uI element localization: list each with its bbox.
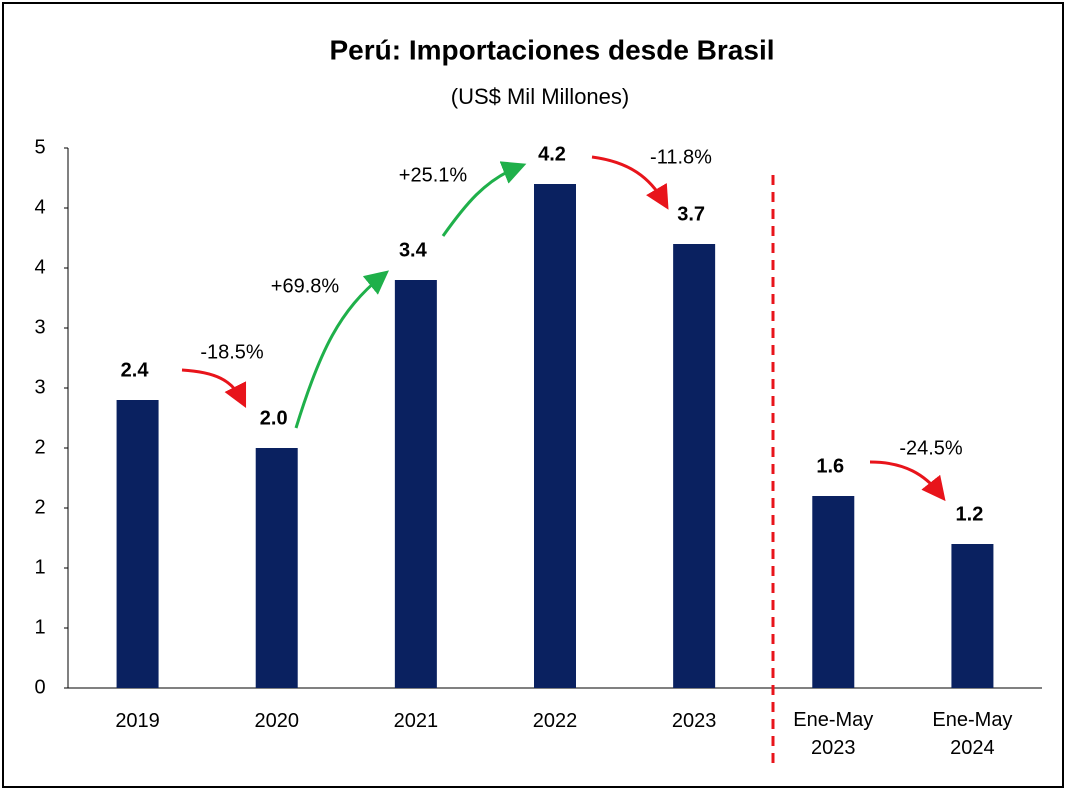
y-tick-label: 1 [34,556,45,578]
bar [534,184,576,688]
data-label: 2.0 [260,407,288,429]
annotation: -11.8% [650,146,712,168]
arrow [181,368,247,409]
data-label: 4.2 [538,143,566,165]
y-tick-label: 2 [34,436,45,458]
x-tick-label: 2022 [532,710,578,732]
data-label: 1.6 [816,455,844,477]
x-tick-label: 2021 [393,710,439,732]
y-tick-label: 0 [34,676,45,698]
x-tick-label: 2023 [671,710,717,732]
y-tick-label: 2 [34,496,45,518]
annotation: +25.1% [399,164,468,186]
data-label: 2.4 [121,359,150,381]
y-tick-label: 1 [34,616,45,638]
data-label: 3.4 [399,239,428,261]
data-label: 1.2 [956,503,984,525]
bar [951,544,994,688]
x-tick-label: 2020 [254,710,299,732]
x-tick-label: Ene-May 2023 [793,709,874,759]
y-tick-label: 5 [34,136,45,158]
bar [394,280,437,688]
annotation: +69.8% [271,275,340,297]
annotation: -24.5% [899,437,963,459]
y-tick-label: 4 [34,196,45,218]
arrow [294,270,389,429]
x-tick-label: 2019 [115,710,160,732]
data-label: 3.7 [677,203,705,225]
arrow [869,460,946,502]
chart-subtitle: (US$ Mil Millones) [451,84,629,109]
y-tick-label: 3 [34,316,45,338]
chart-title: Perú: Importaciones desde Brasil [329,34,774,65]
bar [812,496,855,688]
bar [116,400,159,688]
bar [255,448,298,688]
x-tick-label: Ene-May 2024 [932,709,1013,759]
bar [673,244,716,688]
arrow [591,155,669,210]
annotation: -18.5% [200,341,264,363]
y-tick-label: 3 [34,376,45,398]
y-tick-label: 4 [34,256,45,278]
arrow [441,161,527,237]
